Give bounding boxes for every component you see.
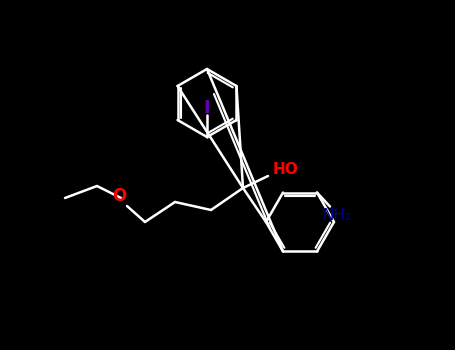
Text: O: O	[112, 187, 126, 205]
Text: NH₂: NH₂	[323, 208, 352, 223]
Text: I: I	[204, 99, 210, 117]
Text: HO: HO	[272, 162, 298, 177]
